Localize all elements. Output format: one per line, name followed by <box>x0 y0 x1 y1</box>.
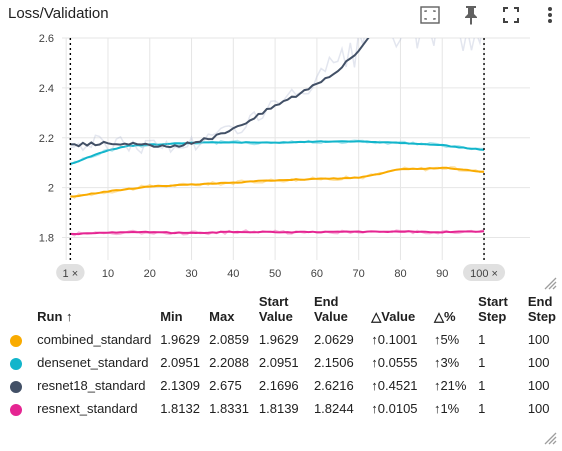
series-line[interactable] <box>70 30 484 147</box>
step-end-chip[interactable]: 100 × <box>470 268 498 280</box>
run-end-step: 100 <box>528 351 562 374</box>
chart-canvas[interactable]: 1.822.22.42.601020304050607080901 ×100 × <box>0 30 562 285</box>
col-start-step-l2: Step <box>478 309 506 324</box>
run-delta-value: ↑0.0555 <box>371 351 434 374</box>
x-tick-label: 50 <box>269 268 281 280</box>
run-color-dot <box>10 381 22 393</box>
run-name: resnet18_standard <box>37 374 160 397</box>
col-delta-pct[interactable]: △% <box>434 294 478 328</box>
x-tick-label: 30 <box>185 268 197 280</box>
run-end-value: 1.8244 <box>314 397 371 420</box>
table-header-row: Run ↑ Min Max Start Value End Value △Value… <box>0 294 562 328</box>
y-tick-label: 2.4 <box>39 83 54 95</box>
run-end-step: 100 <box>528 374 562 397</box>
run-delta-pct: ↑1% <box>434 397 478 420</box>
run-max: 2.675 <box>209 374 259 397</box>
series-group <box>70 30 484 236</box>
x-tick-label: 90 <box>436 268 448 280</box>
run-start-step: 1 <box>478 351 528 374</box>
y-tick-label: 1.8 <box>39 233 54 245</box>
col-start-value[interactable]: Start Value <box>259 294 314 328</box>
fullscreen-icon[interactable] <box>500 4 522 26</box>
col-end-step-l2: Step <box>528 309 556 324</box>
run-start-value: 2.1696 <box>259 374 314 397</box>
col-max[interactable]: Max <box>209 294 259 328</box>
col-end-value[interactable]: End Value <box>314 294 371 328</box>
run-start-step: 1 <box>478 397 528 420</box>
run-name: densenet_standard <box>37 351 160 374</box>
col-end-value-l1: End <box>314 294 339 309</box>
run-min: 1.8132 <box>160 397 209 420</box>
col-min[interactable]: Min <box>160 294 209 328</box>
run-start-value: 1.8139 <box>259 397 314 420</box>
x-tick-label: 10 <box>102 268 114 280</box>
chart-resize-handle-icon[interactable] <box>543 276 557 290</box>
run-delta-pct: ↑5% <box>434 328 478 351</box>
run-delta-value: ↑0.4521 <box>371 374 434 397</box>
col-start-value-l2: Value <box>259 309 293 324</box>
col-end-step[interactable]: End Step <box>528 294 562 328</box>
run-min: 2.1309 <box>160 374 209 397</box>
x-tick-label: 20 <box>144 268 156 280</box>
table-resize-handle-icon[interactable] <box>543 431 557 445</box>
run-delta-value: ↑0.0105 <box>371 397 434 420</box>
step-start-chip[interactable]: 1 × <box>63 268 79 280</box>
run-end-value: 2.1506 <box>314 351 371 374</box>
run-end-value: 2.0629 <box>314 328 371 351</box>
runs-table: Run ↑ Min Max Start Value End Value △Value… <box>0 294 562 420</box>
more-vert-icon[interactable] <box>539 4 561 26</box>
series-line[interactable] <box>70 168 484 197</box>
y-tick-label: 2.2 <box>39 133 54 145</box>
run-start-step: 1 <box>478 328 528 351</box>
run-min: 1.9629 <box>160 328 209 351</box>
x-tick-label: 80 <box>394 268 406 280</box>
run-delta-value: ↑0.1001 <box>371 328 434 351</box>
col-run[interactable]: Run ↑ <box>37 294 160 328</box>
x-tick-label: 70 <box>353 268 365 280</box>
card-header: Loss/Validation <box>0 0 562 30</box>
run-end-step: 100 <box>528 328 562 351</box>
col-start-step[interactable]: Start Step <box>478 294 528 328</box>
run-start-value: 2.0951 <box>259 351 314 374</box>
col-end-step-l1: End <box>528 294 553 309</box>
run-max: 1.8331 <box>209 397 259 420</box>
pin-icon[interactable] <box>460 4 482 26</box>
run-delta-pct: ↑3% <box>434 351 478 374</box>
table-row[interactable]: resnet18_standard 2.1309 2.675 2.1696 2.… <box>0 374 562 397</box>
run-name: resnext_standard <box>37 397 160 420</box>
line-chart[interactable]: 1.822.22.42.601020304050607080901 ×100 × <box>0 30 562 285</box>
table-row[interactable]: combined_standard 1.9629 2.0859 1.9629 2… <box>0 328 562 351</box>
run-color-dot <box>10 358 22 370</box>
series-raw-line <box>70 167 484 198</box>
col-start-value-l1: Start <box>259 294 289 309</box>
x-tick-label: 40 <box>227 268 239 280</box>
table-row[interactable]: densenet_standard 2.0951 2.2088 2.0951 2… <box>0 351 562 374</box>
fit-domain-icon[interactable] <box>419 4 441 26</box>
run-start-value: 1.9629 <box>259 328 314 351</box>
run-color-dot <box>10 335 22 347</box>
card-title: Loss/Validation <box>8 5 109 22</box>
run-start-step: 1 <box>478 374 528 397</box>
run-end-value: 2.6216 <box>314 374 371 397</box>
run-max: 2.2088 <box>209 351 259 374</box>
table-row[interactable]: resnext_standard 1.8132 1.8331 1.8139 1.… <box>0 397 562 420</box>
y-tick-label: 2.6 <box>39 33 54 45</box>
col-start-step-l1: Start <box>478 294 508 309</box>
col-delta-value[interactable]: △Value <box>371 294 434 328</box>
col-end-value-l2: Value <box>314 309 348 324</box>
series-raw-line <box>70 30 484 153</box>
x-tick-label: 60 <box>311 268 323 280</box>
run-max: 2.0859 <box>209 328 259 351</box>
run-delta-pct: ↑21% <box>434 374 478 397</box>
run-name: combined_standard <box>37 328 160 351</box>
y-tick-label: 2 <box>48 183 54 195</box>
run-color-dot <box>10 404 22 416</box>
run-end-step: 100 <box>528 397 562 420</box>
run-min: 2.0951 <box>160 351 209 374</box>
